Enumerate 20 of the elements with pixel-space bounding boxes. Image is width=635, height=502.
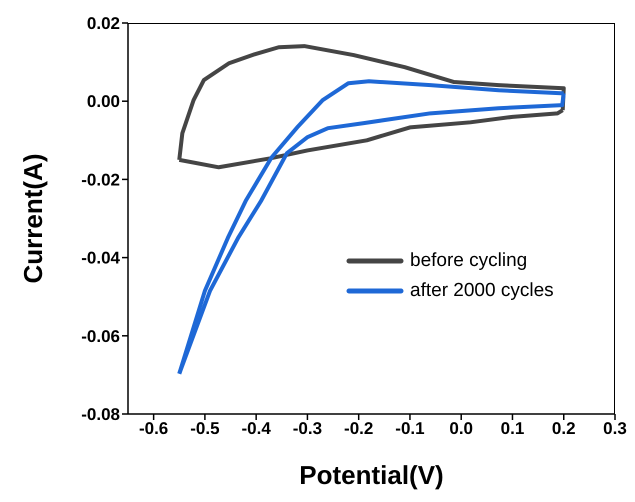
- y-axis-title: Current(A): [18, 154, 48, 284]
- x-tick-label: -0.5: [190, 419, 220, 438]
- legend-label: after 2000 cycles: [410, 280, 554, 302]
- legend-label: before cycling: [410, 250, 528, 272]
- y-tick-label: -0.04: [81, 248, 121, 268]
- x-tick-label: -0.1: [395, 419, 425, 438]
- x-tick-label: 0.0: [449, 419, 474, 438]
- y-tick-label: -0.02: [81, 170, 120, 190]
- x-tick-label: -0.6: [138, 419, 168, 438]
- x-tick-label: -0.3: [292, 419, 322, 438]
- x-tick-label: 0.1: [500, 419, 524, 438]
- y-tick-label: 0.00: [86, 92, 120, 112]
- y-tick-label: -0.06: [81, 326, 120, 346]
- x-tick-label: 0.3: [603, 419, 627, 438]
- x-tick-label: 0.2: [552, 419, 576, 438]
- x-axis-title: Potential(V): [299, 460, 444, 490]
- x-tick-label: -0.4: [242, 419, 272, 438]
- y-tick-label: 0.02: [86, 14, 120, 34]
- y-tick-label: -0.08: [81, 405, 120, 424]
- x-tick-label: -0.2: [344, 419, 374, 438]
